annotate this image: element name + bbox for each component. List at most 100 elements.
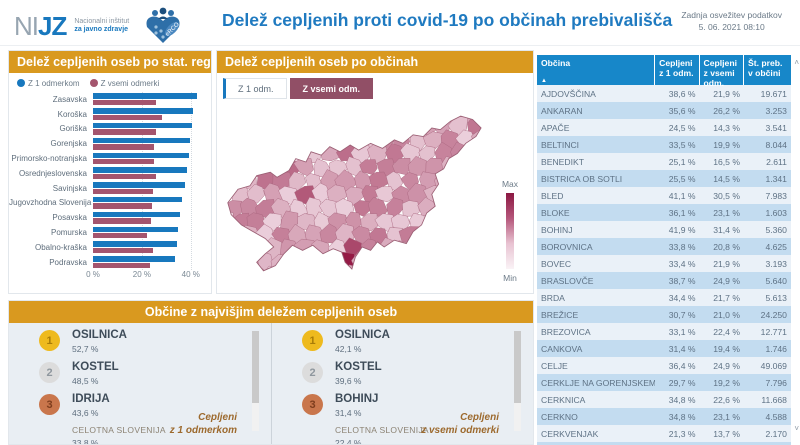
municipality-shape[interactable] <box>374 103 395 121</box>
municipality-shape[interactable] <box>318 117 342 134</box>
municipality-shape[interactable] <box>431 253 453 272</box>
municipality-shape[interactable] <box>472 264 491 285</box>
municipality-shape[interactable] <box>288 116 307 137</box>
bar-dose1[interactable] <box>93 211 181 218</box>
bar-dose1[interactable] <box>93 167 188 173</box>
municipality-shape[interactable] <box>466 143 484 166</box>
table-row[interactable]: BREŽICE 30,7 % 21,0 % 24.250 <box>537 306 791 323</box>
municipality-shape[interactable] <box>295 266 316 286</box>
municipality-shape[interactable] <box>237 141 261 165</box>
municipality-shape[interactable] <box>425 210 446 234</box>
table-row[interactable]: CANKOVA 31,4 % 19,4 % 1.746 <box>537 340 791 357</box>
municipality-shape[interactable] <box>425 105 445 122</box>
municipality-shape[interactable] <box>305 252 324 271</box>
municipality-shape[interactable] <box>223 116 242 139</box>
bar-all-doses[interactable] <box>93 247 154 254</box>
table-row[interactable]: BOVEC 33,4 % 21,9 % 3.193 <box>537 255 791 272</box>
municipality-shape[interactable] <box>360 103 379 122</box>
municipality-shape[interactable] <box>439 238 461 259</box>
municipality-shape[interactable] <box>246 103 267 122</box>
municipality-shape[interactable] <box>255 143 277 164</box>
bar-dose1[interactable] <box>93 152 189 158</box>
municipality-shape[interactable] <box>319 254 341 271</box>
municipality-shape[interactable] <box>327 131 346 149</box>
municipality-shape[interactable] <box>310 104 331 125</box>
municipality-shape[interactable] <box>221 210 234 232</box>
table-row[interactable]: BLED 41,1 % 30,5 % 7.983 <box>537 187 791 204</box>
municipality-shape[interactable] <box>464 226 485 245</box>
bar-all-doses[interactable] <box>93 218 152 224</box>
button-all-doses[interactable]: Z vsemi odm. <box>289 78 374 99</box>
table-row[interactable]: CERKNICA 34,8 % 22,6 % 11.668 <box>537 391 791 408</box>
bar-dose1[interactable] <box>93 108 194 114</box>
table-row[interactable]: BENEDIKT 25,1 % 16,5 % 2.611 <box>537 153 791 170</box>
table-row[interactable]: ANKARAN 35,6 % 26,2 % 3.253 <box>537 102 791 119</box>
municipality-shape[interactable] <box>221 130 236 149</box>
municipality-shape[interactable] <box>222 171 242 191</box>
municipality-shape[interactable] <box>441 212 462 231</box>
municipality-shape[interactable] <box>368 251 386 272</box>
table-row[interactable]: AJDOVŠČINA 38,6 % 21,9 % 19.671 <box>537 85 791 102</box>
bar-all-doses[interactable] <box>93 114 162 120</box>
municipality-shape[interactable] <box>472 212 493 231</box>
table-row[interactable]: BOROVNICA 33,8 % 20,8 % 4.625 <box>537 238 791 255</box>
municipality-shape[interactable] <box>455 185 478 203</box>
table-row[interactable]: BOHINJ 41,9 % 31,4 % 5.360 <box>537 221 791 238</box>
municipality-shape[interactable] <box>221 159 235 179</box>
municipality-shape[interactable] <box>417 250 438 274</box>
list-scrollbar[interactable] <box>252 331 259 431</box>
municipality-shape[interactable] <box>223 225 244 247</box>
municipality-shape[interactable] <box>311 267 330 286</box>
municipality-shape[interactable] <box>467 196 487 217</box>
table-row[interactable]: BRDA 34,4 % 21,7 % 5.613 <box>537 289 791 306</box>
rank-item[interactable]: 1 OSILNICA 52,7 % <box>39 329 271 356</box>
bar-all-doses[interactable] <box>93 173 156 180</box>
municipality-shape[interactable] <box>382 115 406 136</box>
municipality-shape[interactable] <box>426 264 442 287</box>
table-row[interactable]: BREZOVICA 33,1 % 22,4 % 12.771 <box>537 323 791 340</box>
municipality-shape[interactable] <box>269 144 290 163</box>
municipality-shape[interactable] <box>434 226 451 245</box>
municipality-shape[interactable] <box>449 252 469 271</box>
rank-item[interactable]: 3 BOHINJ 31,4 % <box>302 393 533 420</box>
municipality-shape[interactable] <box>417 224 437 247</box>
municipality-shape[interactable] <box>473 156 493 178</box>
municipality-shape[interactable] <box>402 254 422 272</box>
municipality-shape[interactable] <box>277 131 299 151</box>
table-row[interactable]: BLOKE 36,1 % 23,1 % 1.603 <box>537 204 791 221</box>
bar-all-doses[interactable] <box>93 99 157 106</box>
municipality-shape[interactable] <box>483 173 493 189</box>
municipality-shape[interactable] <box>484 226 493 243</box>
municipality-shape[interactable] <box>467 115 485 135</box>
bar-dose1[interactable] <box>93 256 176 262</box>
municipality-shape[interactable] <box>474 186 491 203</box>
bar-all-doses[interactable] <box>93 232 147 239</box>
bar-dose1[interactable] <box>93 137 191 144</box>
municipality-shape[interactable] <box>406 265 429 286</box>
municipality-shape[interactable] <box>241 116 259 136</box>
municipality-shape[interactable] <box>232 266 250 283</box>
rank-item[interactable]: 3 IDRIJA 43,6 % <box>39 393 271 420</box>
municipality-shape[interactable] <box>441 185 462 205</box>
municipality-shape[interactable] <box>312 131 332 150</box>
municipality-shape[interactable] <box>241 251 259 271</box>
municipality-shape[interactable] <box>344 131 365 149</box>
bar-all-doses[interactable] <box>93 158 154 165</box>
municipality-shape[interactable] <box>327 267 347 285</box>
table-row[interactable]: CERKVENJAK 21,3 % 13,7 % 2.170 <box>537 425 791 442</box>
municipality-shape[interactable] <box>231 237 252 260</box>
table-row[interactable]: APAČE 24,5 % 14,3 % 3.541 <box>537 119 791 136</box>
bar-dose1[interactable] <box>93 122 193 129</box>
municipality-shape[interactable] <box>450 197 471 219</box>
scroll-down-icon[interactable]: ˅ <box>794 424 799 433</box>
municipality-shape[interactable] <box>221 103 235 121</box>
municipality-shape[interactable] <box>480 144 493 166</box>
rank-item[interactable]: 1 OSILNICA 42,1 % <box>302 329 533 356</box>
municipality-shape[interactable] <box>301 118 322 136</box>
municipality-shape[interactable] <box>393 266 412 286</box>
table-row[interactable]: CERKLJE NA GORENJSKEM 29,7 % 19,2 % 7.796 <box>537 374 791 391</box>
table-row[interactable]: CELJE 36,4 % 24,9 % 49.069 <box>537 357 791 374</box>
municipality-shape[interactable] <box>440 264 459 285</box>
municipality-shape[interactable] <box>361 266 380 284</box>
municipality-shape[interactable] <box>327 105 349 124</box>
